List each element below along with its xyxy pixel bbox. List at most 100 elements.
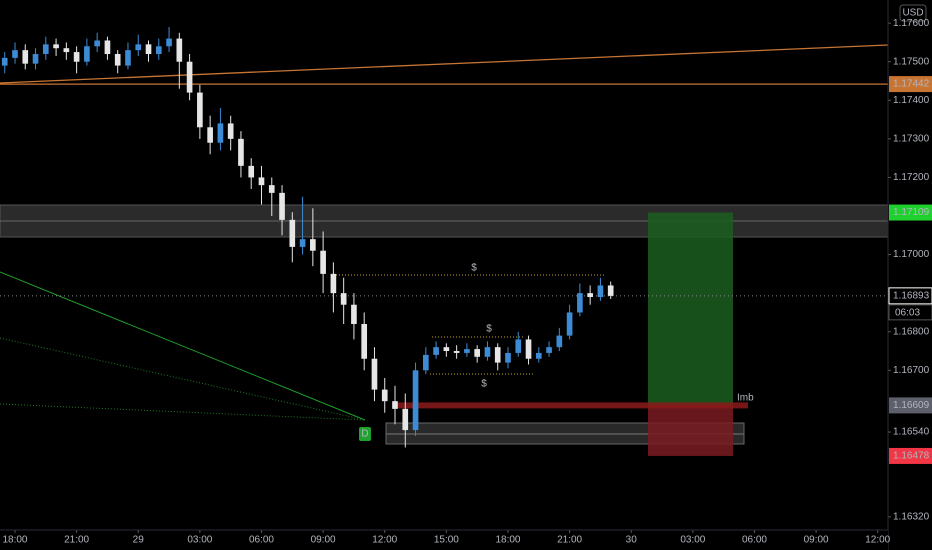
- candle-body: [176, 38, 183, 62]
- annotation: $: [471, 263, 477, 274]
- candle-body: [289, 219, 296, 247]
- candle-body: [525, 339, 532, 359]
- candle-body: [412, 370, 419, 431]
- x-tick-label: 09:00: [804, 535, 829, 546]
- currency[interactable]: USD: [902, 8, 923, 19]
- candle-body: [453, 351, 460, 353]
- y-tick-label: 1.17600: [893, 18, 930, 29]
- price-tag: [889, 204, 932, 221]
- price-tag: [889, 76, 932, 93]
- candle-body: [299, 239, 306, 247]
- x-tick-label: 12:00: [865, 535, 890, 546]
- x-tick-label: 12:00: [372, 535, 397, 546]
- annotation: $: [486, 324, 492, 335]
- price-tag-label: 1.16609: [893, 400, 930, 411]
- candle-body: [546, 347, 552, 353]
- candle-body: [587, 293, 593, 298]
- candle-body: [577, 293, 583, 313]
- candle-body: [607, 285, 614, 296]
- candle-body: [12, 50, 18, 58]
- x-tick-label: 15:00: [434, 535, 459, 546]
- candle-body: [597, 285, 604, 298]
- candle-body: [104, 40, 111, 55]
- candle-body: [217, 123, 224, 143]
- candle-body: [53, 44, 59, 49]
- candle-body: [505, 352, 511, 363]
- y-tick-label: 1.16800: [893, 326, 930, 337]
- candle-body: [279, 192, 285, 220]
- price-tag-label: 1.16478: [893, 451, 930, 462]
- trend-line: [0, 44, 889, 84]
- price-tag: [889, 397, 932, 414]
- price-tag-label: 1.17442: [893, 79, 930, 90]
- candle-body: [422, 354, 429, 371]
- y-tick-label: 1.17500: [893, 56, 930, 67]
- y-tick-label: 1.17300: [893, 134, 930, 145]
- target-zone: [648, 212, 733, 406]
- candle-body: [197, 92, 203, 128]
- candle-body: [32, 54, 39, 64]
- candles: [1, 27, 614, 448]
- candle-body: [73, 52, 80, 62]
- x-tick-label: 30: [626, 535, 638, 546]
- candle-body: [248, 165, 255, 178]
- candle-body: [94, 40, 100, 47]
- price-tag-label: 1.16893: [893, 290, 930, 301]
- y-tick-label: 1.16320: [893, 512, 930, 523]
- candle-body: [535, 352, 542, 359]
- x-tick-label: 21:00: [557, 535, 582, 546]
- candle-body: [351, 304, 357, 325]
- countdown: 06:03: [895, 307, 920, 318]
- candle-body: [443, 347, 450, 352]
- price-tag: [888, 287, 932, 305]
- candle-body: [145, 44, 152, 55]
- candle-body: [566, 312, 573, 336]
- x-tick-label: 29: [133, 535, 145, 546]
- y-tick-label: 1.17400: [893, 95, 930, 106]
- x-tick-label: 06:00: [742, 535, 767, 546]
- candle-body: [371, 358, 378, 390]
- countdown-box: [888, 304, 932, 321]
- price-tag-label: 1.17109: [893, 207, 930, 218]
- time-axis: [0, 530, 888, 550]
- imbalance-line: [398, 402, 748, 409]
- candle-body: [166, 38, 172, 47]
- candle-body: [258, 177, 265, 186]
- stop-zone: [648, 405, 733, 456]
- x-tick-label: 18:00: [2, 535, 27, 546]
- candle-body: [484, 347, 491, 357]
- candle-body: [320, 250, 326, 274]
- x-tick-label: 06:00: [249, 535, 274, 546]
- candle-body: [494, 347, 501, 363]
- candle-body: [340, 293, 347, 305]
- daily-tag: [359, 427, 371, 441]
- x-tick-label: 03:00: [680, 535, 705, 546]
- candle-body: [402, 408, 409, 431]
- candle-body: [227, 123, 234, 139]
- candle-body: [84, 46, 90, 62]
- x-tick-label: 21:00: [64, 535, 89, 546]
- candle-body: [238, 138, 244, 166]
- annotation: $: [481, 379, 487, 390]
- y-tick-label: 1.16540: [893, 427, 930, 438]
- x-tick-label: 09:00: [311, 535, 336, 546]
- candle-body: [155, 46, 162, 55]
- fan-line: [0, 271, 366, 421]
- candle-body: [556, 335, 563, 348]
- candle-body: [125, 50, 131, 66]
- axes: 1.17600 1.17500 1.17400 1.17300 1.17200 1.170…: [2, 18, 932, 546]
- price-tag: [889, 447, 932, 464]
- y-tick-label: 1.17200: [893, 172, 930, 183]
- candle-body: [464, 349, 470, 353]
- candle-body: [63, 48, 70, 53]
- x-tick-label: 03:00: [187, 535, 212, 546]
- x-tick-label: 18:00: [495, 535, 520, 546]
- overlay: [0, 83, 888, 456]
- currency-box[interactable]: [899, 4, 927, 22]
- y-tick-label: 1.16700: [893, 365, 930, 376]
- candle-body: [310, 239, 316, 251]
- candle-body: [330, 273, 337, 294]
- candle-body: [381, 389, 388, 402]
- candle-body: [361, 324, 368, 359]
